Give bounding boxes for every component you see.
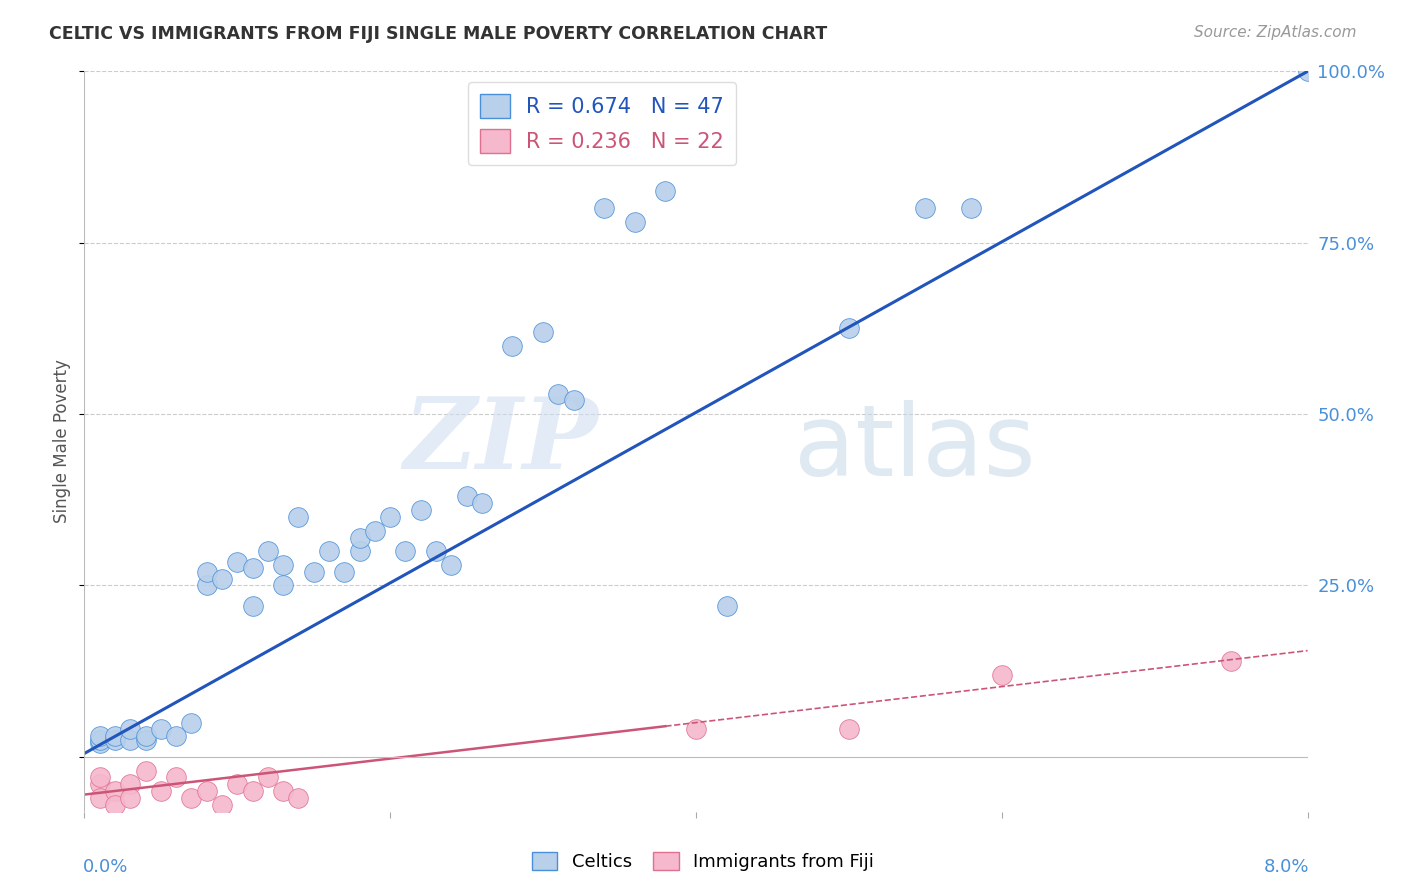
Point [654,184,676,198]
Point [302,565,325,579]
Point [120,777,142,791]
Point [960,202,983,216]
Text: ZIP: ZIP [404,393,598,490]
Point [120,791,142,805]
Point [425,544,447,558]
Point [685,723,707,737]
Point [89,729,111,743]
Point [195,578,218,592]
Point [914,202,936,216]
Point [287,510,309,524]
Point [242,561,264,575]
Text: CELTIC VS IMMIGRANTS FROM FIJI SINGLE MALE POVERTY CORRELATION CHART: CELTIC VS IMMIGRANTS FROM FIJI SINGLE MA… [49,25,828,43]
Point [242,599,264,613]
Point [195,784,218,798]
Point [89,732,111,747]
Point [838,321,860,335]
Point [89,777,111,791]
Point [364,524,387,538]
Point [104,732,127,747]
Point [120,723,142,737]
Point [593,202,616,216]
Point [716,599,738,613]
Point [1220,654,1243,668]
Point [838,723,860,737]
Point [380,510,402,524]
Point [271,784,294,798]
Point [89,791,111,805]
Point [211,572,233,586]
Text: 8.0%: 8.0% [1264,857,1309,876]
Point [104,729,127,743]
Point [349,544,371,558]
Point [471,496,494,510]
Point [135,764,157,778]
Legend: R = 0.674   N = 47, R = 0.236   N = 22: R = 0.674 N = 47, R = 0.236 N = 22 [468,82,737,165]
Point [287,791,309,805]
Point [349,531,371,545]
Point [333,565,356,579]
Point [165,729,187,743]
Point [531,325,554,339]
Point [226,554,249,568]
Point [180,715,202,730]
Point [456,489,478,503]
Point [1296,64,1319,78]
Point [89,771,111,785]
Point [120,732,142,747]
Point [318,544,340,558]
Point [226,777,249,791]
Point [271,578,294,592]
Point [624,215,647,229]
Point [135,732,157,747]
Point [104,784,127,798]
Point [991,667,1014,681]
Point [257,544,280,558]
Point [242,784,264,798]
Point [149,723,172,737]
Point [211,797,233,812]
Text: Source: ZipAtlas.com: Source: ZipAtlas.com [1194,25,1357,40]
Point [271,558,294,572]
Point [104,797,127,812]
Point [149,784,172,798]
Point [440,558,463,572]
Point [257,771,280,785]
Point [502,338,524,352]
Point [195,565,218,579]
Point [180,791,202,805]
Legend: Celtics, Immigrants from Fiji: Celtics, Immigrants from Fiji [524,845,882,879]
Point [562,393,585,408]
Point [547,386,569,401]
Text: 0.0%: 0.0% [83,857,128,876]
Point [89,736,111,750]
Y-axis label: Single Male Poverty: Single Male Poverty [53,359,72,524]
Point [165,771,187,785]
Point [135,729,157,743]
Text: atlas: atlas [794,401,1035,498]
Point [394,544,416,558]
Point [409,503,432,517]
